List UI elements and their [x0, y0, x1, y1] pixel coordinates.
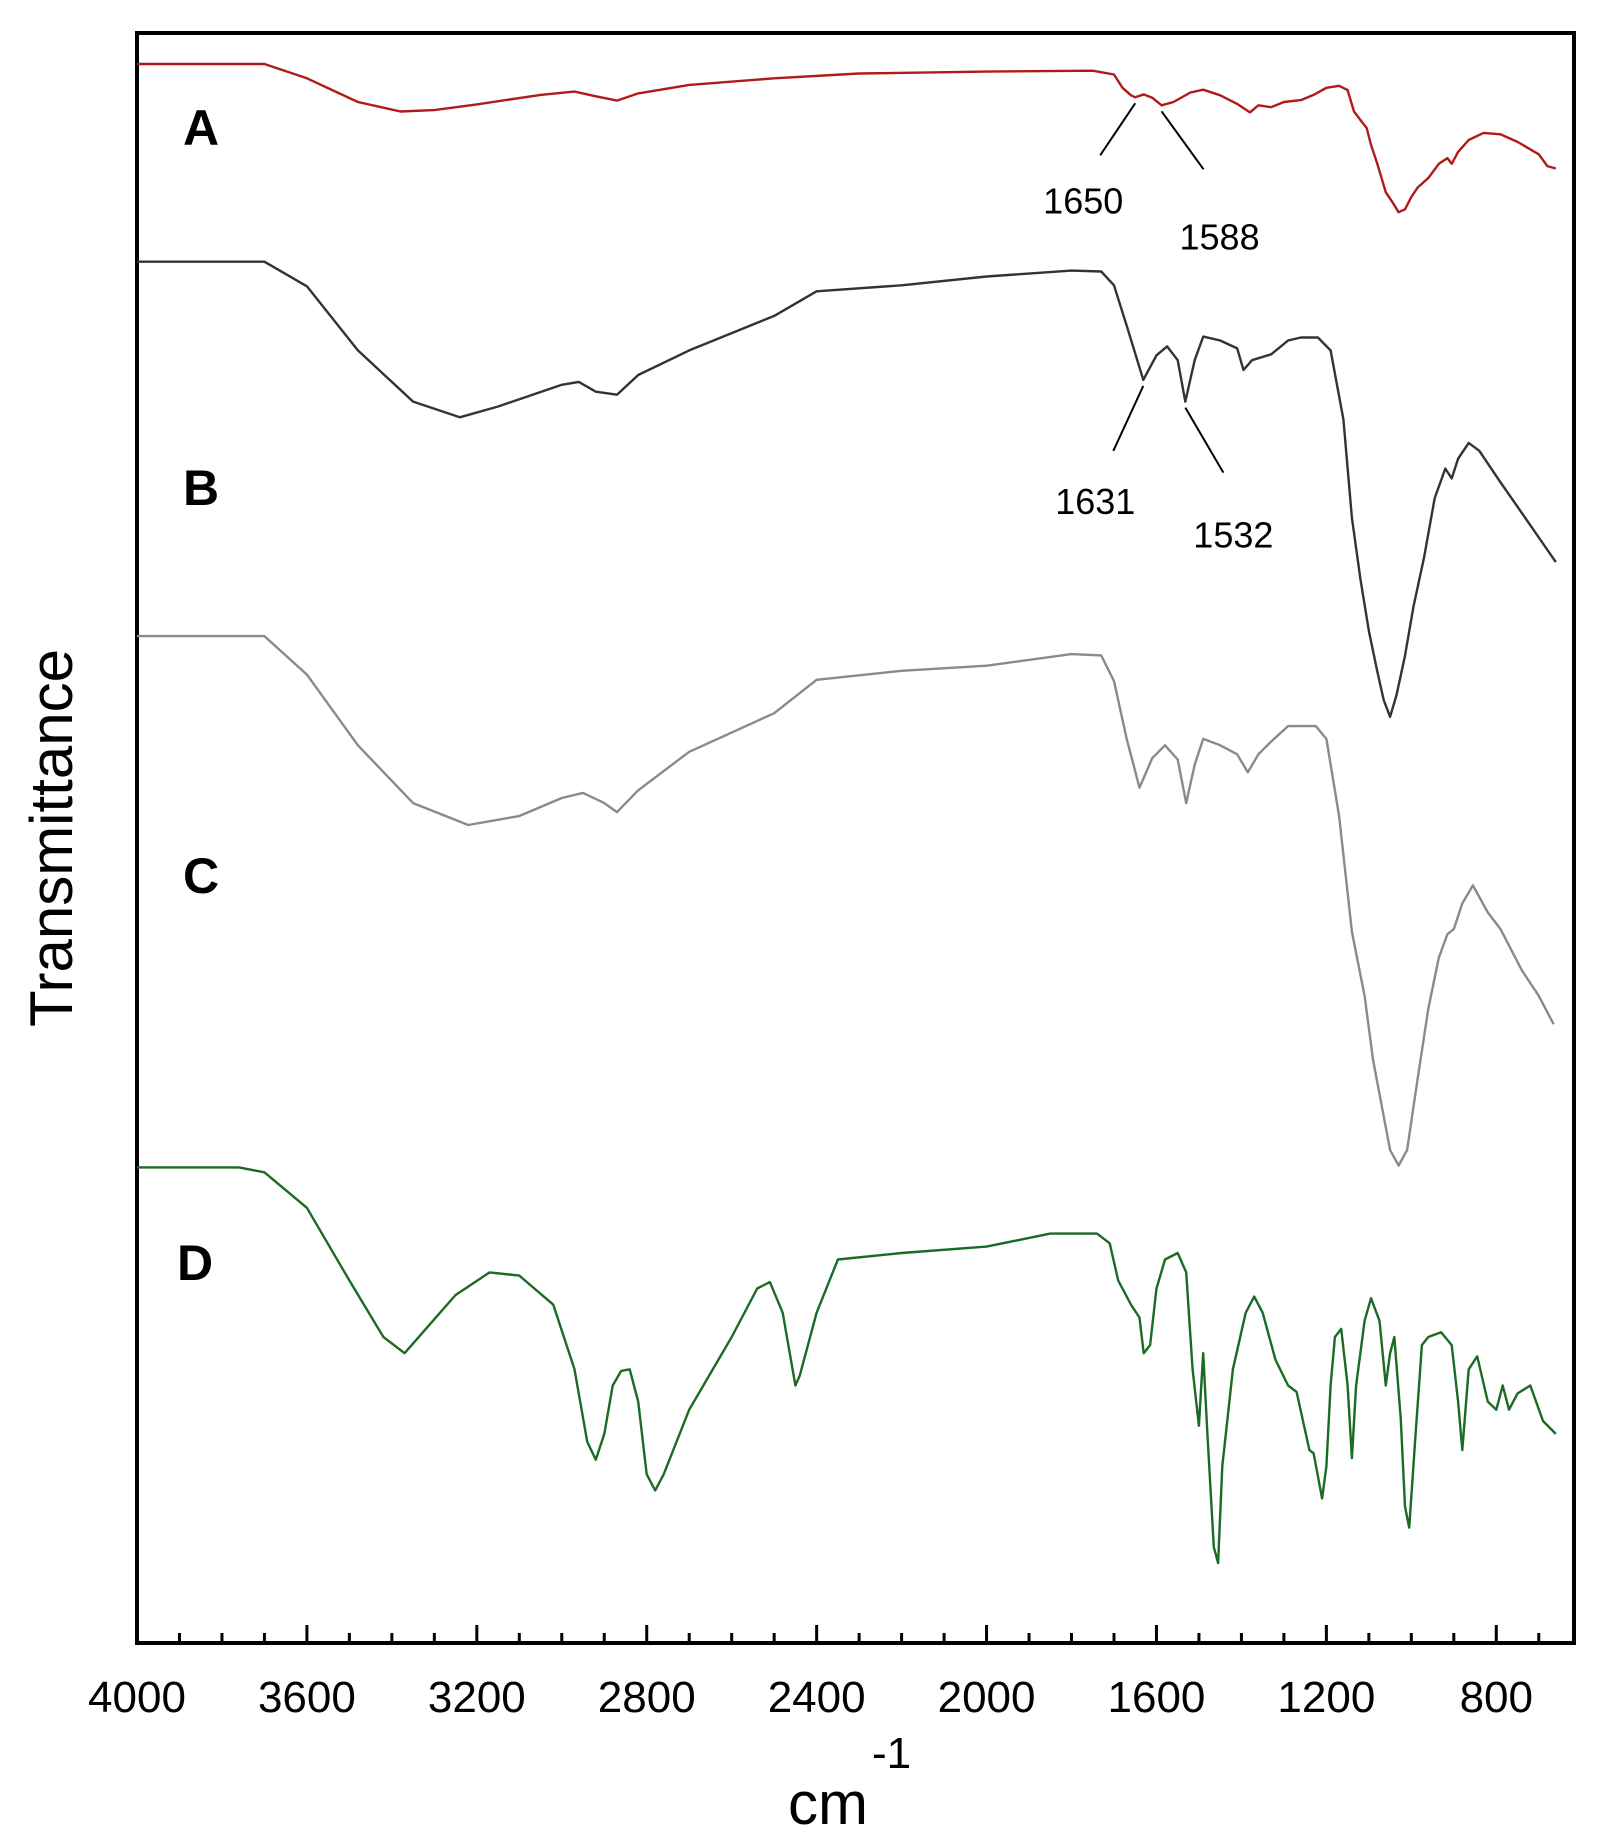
x-tick-label-3600: 3600 [258, 1673, 356, 1722]
series-line-a [137, 62, 1557, 214]
x-tick-label-3200: 3200 [428, 1673, 526, 1722]
peak-leader-1650 [1099, 102, 1137, 156]
peak-leader-1532 [1184, 407, 1225, 474]
series-line-c [137, 634, 1555, 1167]
peak-label-1588: 1588 [1180, 216, 1260, 257]
peak-leader-1588 [1160, 110, 1205, 170]
x-axis-title-text: cm [788, 1770, 868, 1837]
x-tick-label-4000: 4000 [88, 1673, 186, 1722]
x-tick-label-2800: 2800 [598, 1673, 696, 1722]
series-group [137, 62, 1557, 1565]
x-tick-label-800: 800 [1460, 1673, 1533, 1722]
x-tick-label-2400: 2400 [768, 1673, 866, 1722]
x-tick-label-1200: 1200 [1277, 1673, 1375, 1722]
series-label-d: D [177, 1235, 213, 1291]
series-label-b: B [183, 460, 219, 516]
annotation-group: 1650 1588 1631 1532 [1043, 102, 1273, 556]
series-line-d [137, 1166, 1557, 1565]
peak-leader-1631 [1112, 385, 1145, 452]
x-axis: 4000 3600 3200 2800 2400 2000 1600 1200 800 [88, 1625, 1541, 1722]
peak-label-1631: 1631 [1055, 481, 1135, 522]
peak-label-1650: 1650 [1043, 180, 1123, 221]
x-tick-label-1600: 1600 [1108, 1673, 1206, 1722]
peak-label-1532: 1532 [1193, 515, 1273, 556]
x-axis-title: cm -1 [788, 1729, 911, 1837]
y-axis-title: Transmittance [18, 649, 85, 1027]
plot-frame [135, 31, 1576, 1645]
series-label-a: A [183, 100, 219, 156]
x-axis-title-superscript: -1 [872, 1729, 911, 1778]
series-label-c: C [183, 848, 219, 904]
x-tick-label-2000: 2000 [938, 1673, 1036, 1722]
series-line-b [137, 260, 1557, 718]
